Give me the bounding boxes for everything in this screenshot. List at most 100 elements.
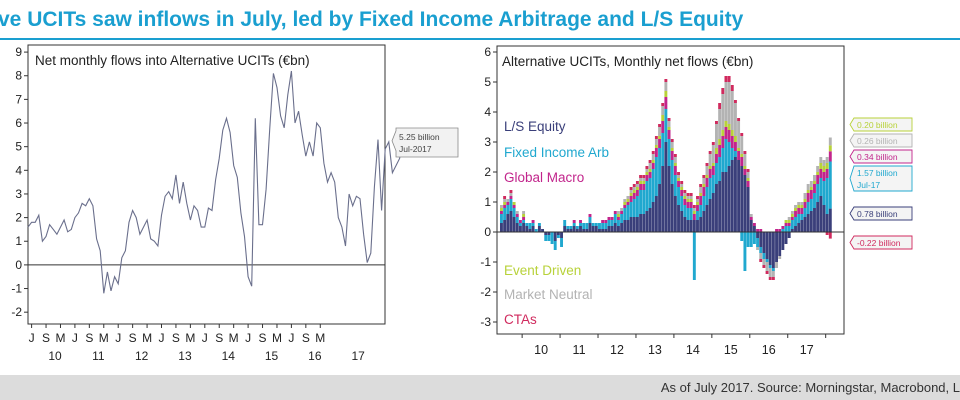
bar-segment <box>737 151 741 160</box>
bar-segment <box>531 223 535 226</box>
bar-segment <box>683 193 687 196</box>
left-x-tick-label: J <box>202 331 208 345</box>
bar-segment <box>733 103 737 136</box>
bar-segment <box>733 136 737 142</box>
bar-segment <box>661 115 665 121</box>
bar-segment <box>822 181 826 205</box>
bar-segment <box>816 172 820 175</box>
bar-segment <box>752 226 756 232</box>
bar-segment <box>591 226 595 232</box>
bar-segment <box>718 139 722 145</box>
bar-segment <box>528 223 532 229</box>
bar-segment <box>500 214 503 223</box>
bar-segment <box>601 220 605 223</box>
bar-segment <box>572 223 576 226</box>
bar-segment <box>778 229 782 232</box>
bar-segment <box>670 160 674 184</box>
bar-segment <box>604 229 608 232</box>
bar-segment <box>500 205 503 208</box>
bar-segment <box>553 232 557 241</box>
bar-segment <box>724 172 728 232</box>
bar-segment <box>610 217 614 220</box>
bar-segment <box>784 232 788 244</box>
bar-segment <box>705 166 709 175</box>
bar-segment <box>664 91 668 97</box>
bar-segment <box>632 199 636 217</box>
headline: ve UCITs saw inflows in July, led by Fix… <box>0 8 744 31</box>
legend-item: CTAs <box>504 312 537 327</box>
bar-segment <box>708 199 712 232</box>
source-note: As of July 2017. Source: Morningstar, Ma… <box>660 380 960 395</box>
left-x-tick-label: S <box>172 331 180 345</box>
bar-segment <box>699 184 703 187</box>
bar-segment <box>635 190 639 196</box>
bar-segment <box>809 187 813 190</box>
bar-segment <box>658 124 662 127</box>
bar-segment <box>781 226 785 229</box>
bar-segment <box>721 136 725 148</box>
bar-segment <box>632 187 636 190</box>
bar-segment <box>616 217 620 220</box>
bar-segment <box>809 199 813 211</box>
bar-segment <box>629 202 633 217</box>
annotation-label: Jul-17 <box>857 180 880 190</box>
legend-item: Global Macro <box>504 170 584 185</box>
bar-segment <box>648 178 652 208</box>
left-y-tick-label: -1 <box>11 282 22 296</box>
bar-segment <box>686 199 690 202</box>
bar-segment <box>771 232 775 268</box>
bar-segment <box>623 199 627 202</box>
bar-segment <box>642 214 646 232</box>
right-y-tick-label: -3 <box>480 315 491 329</box>
bar-segment <box>715 124 718 148</box>
bar-segment <box>746 187 750 232</box>
bar-segment <box>528 229 532 232</box>
bar-segment <box>686 202 690 208</box>
bar-segment <box>670 151 674 160</box>
right-bars <box>500 76 832 280</box>
bar-segment <box>629 187 633 190</box>
bar-segment <box>579 223 582 226</box>
bar-segment <box>803 202 807 208</box>
bar-segment <box>629 193 633 196</box>
bar-segment <box>825 157 829 163</box>
bar-segment <box>566 229 570 232</box>
legend-item: Event Driven <box>504 263 581 278</box>
bar-segment <box>822 160 826 166</box>
bar-segment <box>708 166 712 169</box>
bar-segment <box>547 232 551 235</box>
bar-segment <box>765 259 769 262</box>
bar-segment <box>626 202 630 205</box>
annotation-label: -0.22 billion <box>857 238 901 248</box>
bar-segment <box>560 232 563 238</box>
bar-segment <box>828 145 832 152</box>
bar-segment <box>677 175 680 178</box>
bar-segment <box>541 229 545 232</box>
bar-segment <box>503 205 507 208</box>
bar-segment <box>749 232 753 247</box>
bar-segment <box>702 175 706 178</box>
bar-segment <box>819 178 823 196</box>
bar-segment <box>724 121 728 127</box>
bar-segment <box>828 232 832 239</box>
left-y-tick-label: 1 <box>15 234 22 248</box>
left-y-tick-label: 3 <box>15 187 22 201</box>
bar-segment <box>673 157 677 163</box>
bar-segment <box>822 172 826 181</box>
bar-segment <box>699 217 703 232</box>
bar-segment <box>642 175 646 178</box>
left-line-chart: Net monthly flows into Alternative UCITs… <box>11 44 459 363</box>
bar-segment <box>635 187 639 190</box>
annotation-box <box>849 133 913 148</box>
bar-segment <box>623 205 627 208</box>
bar-segment <box>579 226 582 232</box>
legend-item: Market Neutral <box>504 287 593 302</box>
bar-segment <box>699 187 703 193</box>
right-year-label: 16 <box>762 343 776 357</box>
bar-segment <box>743 169 747 175</box>
left-plot-frame <box>27 44 386 325</box>
bar-segment <box>715 148 718 154</box>
bar-segment <box>518 223 522 226</box>
left-x-tick-label: M <box>229 331 239 345</box>
bar-segment <box>718 109 722 139</box>
